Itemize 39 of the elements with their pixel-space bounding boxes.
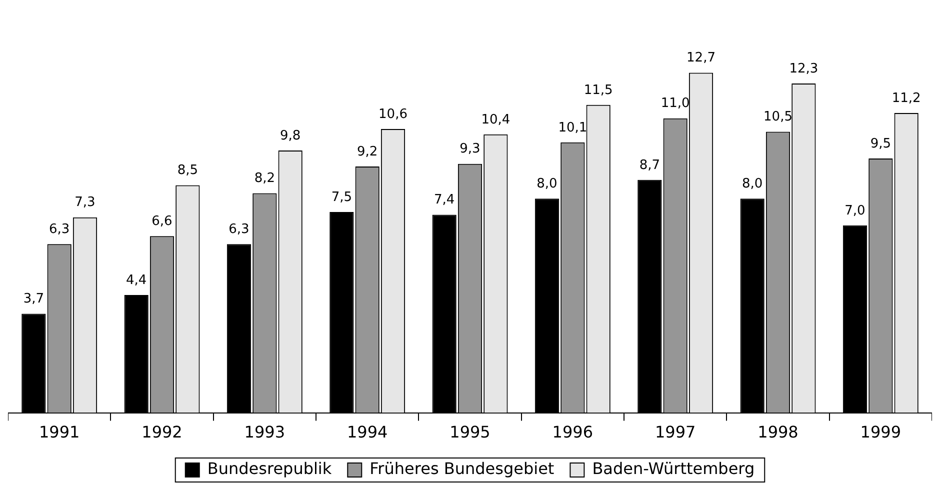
data-label: 3,7 (23, 292, 44, 307)
data-label: 11,2 (892, 90, 921, 106)
x-tick-label: 1995 (450, 422, 490, 442)
data-label: 4,4 (126, 272, 147, 288)
data-label: 8,7 (639, 158, 660, 173)
data-label: 12,3 (789, 61, 818, 76)
data-label: 8,0 (536, 176, 558, 192)
x-tick-label: 1994 (346, 422, 388, 442)
data-label: 10,1 (558, 120, 588, 136)
data-label: 7,5 (331, 190, 352, 205)
x-tick-label: 1997 (654, 422, 696, 442)
data-label: 10,4 (481, 112, 510, 128)
data-label: 6,6 (152, 214, 172, 229)
legend-label: Früheres Bundesgebiet (370, 459, 554, 478)
legend-label: Bundesrepublik (207, 459, 332, 478)
data-label: 7,4 (434, 192, 455, 208)
data-label: 9,8 (280, 128, 301, 144)
data-label: 9,5 (870, 136, 892, 152)
x-tick-label: 1992 (142, 422, 182, 442)
x-tick-label: 1999 (860, 422, 902, 442)
data-label: 6,3 (48, 222, 70, 238)
x-tick-label: 1993 (244, 422, 286, 442)
data-label: 10,5 (764, 110, 792, 125)
data-label: 8,0 (742, 176, 763, 192)
data-label: 6,3 (228, 222, 250, 238)
data-label: 7,3 (74, 195, 96, 210)
data-label: 11,5 (584, 82, 613, 98)
data-label: 8,5 (177, 163, 198, 178)
data-label: 8,2 (254, 171, 276, 186)
x-tick-label: 1991 (38, 422, 80, 442)
data-label: 11,0 (660, 96, 690, 112)
x-tick-label: 1998 (758, 422, 798, 442)
data-label: 9,3 (460, 142, 480, 157)
data-label: 10,6 (378, 106, 408, 122)
data-label: 12,7 (686, 50, 716, 66)
legend-label: Baden-Württemberg (592, 459, 755, 478)
data-label: 7,0 (844, 203, 866, 218)
x-tick-label: 1996 (552, 422, 594, 442)
data-label: 9,2 (356, 144, 378, 160)
